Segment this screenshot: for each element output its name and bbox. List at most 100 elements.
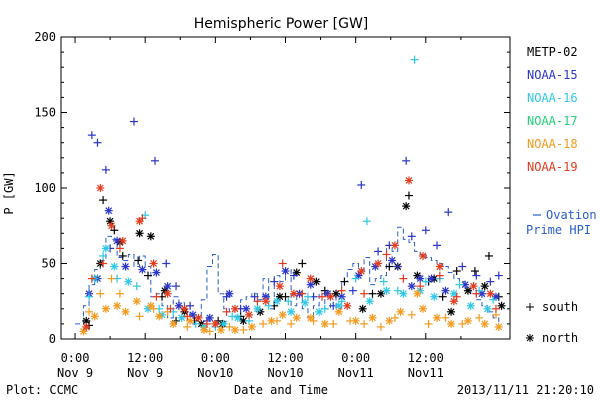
x-tick-time: 12:00 — [408, 351, 444, 365]
noaa-18-north-point — [267, 316, 276, 325]
noaa-18-north-point — [155, 312, 164, 321]
noaa-19-north-point — [118, 236, 127, 245]
legend-item-metp-02: METP-02 — [527, 45, 578, 59]
noaa-16-north-point — [233, 313, 242, 322]
noaa-18-south-point — [135, 312, 144, 321]
noaa-15-north-point — [163, 282, 172, 291]
legend-item-noaa-19: NOAA-19 — [527, 160, 578, 174]
y-tick-label: 0 — [49, 332, 56, 346]
noaa-15-south-point — [374, 247, 383, 256]
noaa-19-north-point — [230, 304, 239, 313]
noaa-19-north-point — [326, 292, 335, 301]
metp-02-north-point — [402, 202, 411, 211]
noaa-18-south-point — [85, 307, 94, 316]
x-tick-date: Nov 9 — [127, 366, 163, 380]
noaa-15-south-point — [151, 156, 160, 165]
noaa-15-south-point — [407, 232, 416, 241]
noaa-19-north-point — [289, 289, 298, 298]
noaa-18-south-point — [259, 319, 268, 328]
noaa-19-south-point — [166, 304, 175, 313]
chart-title: Hemispheric Power [GW] — [194, 16, 369, 32]
noaa-18-south-point — [96, 289, 105, 298]
noaa-15-north-point — [416, 274, 425, 283]
noaa-18-north-point — [480, 319, 489, 328]
north-label: north — [542, 331, 578, 345]
x-tick-date: Nov11 — [408, 366, 444, 380]
legend-item-noaa-18: NOAA-18 — [527, 137, 578, 151]
noaa-19-north-point — [245, 310, 254, 319]
noaa-15-south-point — [101, 165, 110, 174]
metp-02-south-point — [134, 256, 143, 265]
noaa-15-north-point — [242, 304, 251, 313]
x-tick-time: 12:00 — [127, 351, 163, 365]
noaa-16-north-point — [315, 307, 324, 316]
noaa-18-north-point — [419, 304, 428, 313]
noaa-15-north-point — [104, 206, 113, 215]
noaa-15-south-point — [357, 180, 366, 189]
noaa-16-south-point — [99, 251, 108, 260]
noaa-18-south-point — [115, 289, 124, 298]
noaa-15-south-point — [402, 156, 411, 165]
noaa-15-south-point — [472, 271, 481, 280]
noaa-15-south-point — [172, 282, 181, 291]
noaa-18-north-point — [351, 316, 360, 325]
noaa-19-south-point — [183, 312, 192, 321]
noaa-19-north-point — [469, 282, 478, 291]
metp-02-south-point — [385, 262, 394, 271]
noaa-16-north-point — [110, 262, 119, 271]
noaa-15-north-point — [138, 265, 147, 274]
noaa-19-south-point — [491, 304, 500, 313]
noaa-19-south-point — [222, 307, 231, 316]
noaa-18-north-point — [396, 307, 405, 316]
noaa-18-south-point — [441, 313, 450, 322]
noaa-18-south-point — [407, 310, 416, 319]
y-tick-label: 50 — [42, 257, 56, 271]
noaa-16-north-point — [273, 297, 282, 306]
noaa-19-north-point — [419, 251, 428, 260]
noaa-15-north-point — [225, 289, 234, 298]
noaa-19-north-point — [306, 274, 315, 283]
x-tick-time: 0:00 — [61, 351, 90, 365]
x-tick-time: 0:00 — [201, 351, 230, 365]
noaa-19-north-point — [96, 184, 105, 192]
noaa-16-south-point — [410, 55, 419, 64]
metp-02-south-point — [368, 289, 377, 298]
noaa-19-south-point — [317, 292, 326, 301]
y-tick-label: 200 — [34, 30, 56, 44]
noaa-18-north-point — [306, 313, 315, 322]
noaa-18-south-point — [239, 325, 248, 334]
noaa-16-north-point — [430, 292, 439, 301]
metp-02-south-point — [143, 271, 152, 280]
noaa-19-south-point — [472, 289, 481, 298]
metp-02-north-point — [497, 301, 506, 310]
noaa-18-north-point — [368, 313, 377, 322]
noaa-18-south-point — [329, 319, 338, 328]
y-axis-ticks: 0 50 100 150 200 — [34, 30, 510, 346]
noaa-18-north-point — [216, 325, 225, 334]
y-axis-label: P [GW] — [2, 171, 16, 214]
noaa-18-north-point — [278, 310, 287, 319]
noaa-15-south-point — [93, 138, 102, 147]
noaa-16-south-point — [264, 301, 273, 310]
noaa-19-north-point — [390, 241, 399, 250]
y-tick-label: 100 — [34, 181, 56, 195]
noaa-16-north-point — [253, 304, 262, 313]
noaa-19-north-point — [211, 319, 220, 328]
marker-legend: south north — [526, 300, 578, 345]
x-tick-time: 0:00 — [341, 351, 370, 365]
metp-02-north-point — [135, 229, 144, 238]
noaa-16-north-point — [301, 298, 310, 307]
noaa-18-north-point — [121, 307, 130, 316]
noaa-16-south-point — [489, 295, 498, 304]
noaa-19-north-point — [449, 297, 458, 306]
noaa-19-south-point — [435, 271, 444, 280]
noaa-19-south-point — [253, 297, 262, 306]
noaa-19-north-point — [135, 217, 144, 226]
noaa-15-north-point — [427, 274, 436, 283]
legend-item-noaa-16: NOAA-16 — [527, 91, 578, 105]
noaa-19-north-point — [82, 322, 91, 331]
noaa-15-south-point — [444, 208, 453, 217]
noaa-15-south-point — [162, 259, 171, 268]
noaa-18-north-point — [463, 316, 472, 325]
